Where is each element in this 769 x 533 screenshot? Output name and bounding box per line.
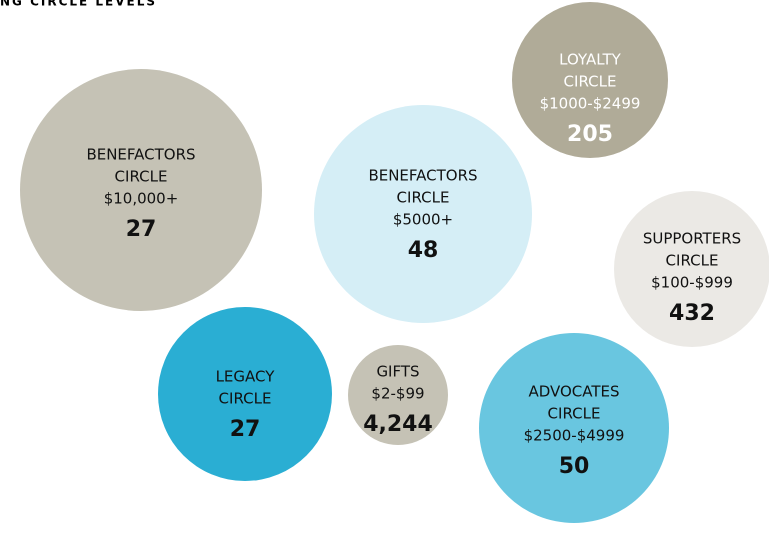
circle-node (20, 69, 262, 311)
node-label: CIRCLE (564, 73, 617, 91)
node-label: CIRCLE (548, 405, 601, 423)
circle-node (614, 191, 769, 347)
node-label: $100-$999 (651, 274, 733, 292)
node-count: 48 (408, 238, 439, 263)
node-label: ADVOCATES (528, 383, 619, 401)
node-count: 432 (669, 301, 715, 326)
node-label: CIRCLE (397, 189, 450, 207)
node-count: 27 (230, 417, 261, 442)
node-count: 205 (567, 122, 613, 147)
node-count: 50 (559, 454, 590, 479)
node-label: CIRCLE (666, 252, 719, 270)
node-label: $2500-$4999 (524, 427, 625, 445)
circle-node (158, 307, 332, 481)
circle-node (479, 333, 669, 523)
circle-node (314, 105, 532, 323)
node-label: $5000+ (393, 211, 453, 229)
node-label: BENEFACTORS (86, 146, 195, 164)
node-label: LOYALTY (559, 51, 622, 69)
circle-node (512, 2, 668, 158)
node-label: $10,000+ (104, 190, 179, 208)
node-count: 4,244 (363, 412, 433, 437)
node-label: $1000-$2499 (540, 95, 641, 113)
node-label: BENEFACTORS (368, 167, 477, 185)
node-label: SUPPORTERS (643, 230, 741, 248)
node-label: LEGACY (216, 368, 276, 386)
circle-node (348, 345, 448, 445)
title: NG CIRCLE LEVELS (0, 0, 157, 9)
node-count: 27 (126, 217, 157, 242)
node-label: $2-$99 (371, 385, 424, 403)
node-label: GIFTS (376, 363, 419, 381)
node-label: CIRCLE (219, 390, 272, 408)
node-label: CIRCLE (115, 168, 168, 186)
